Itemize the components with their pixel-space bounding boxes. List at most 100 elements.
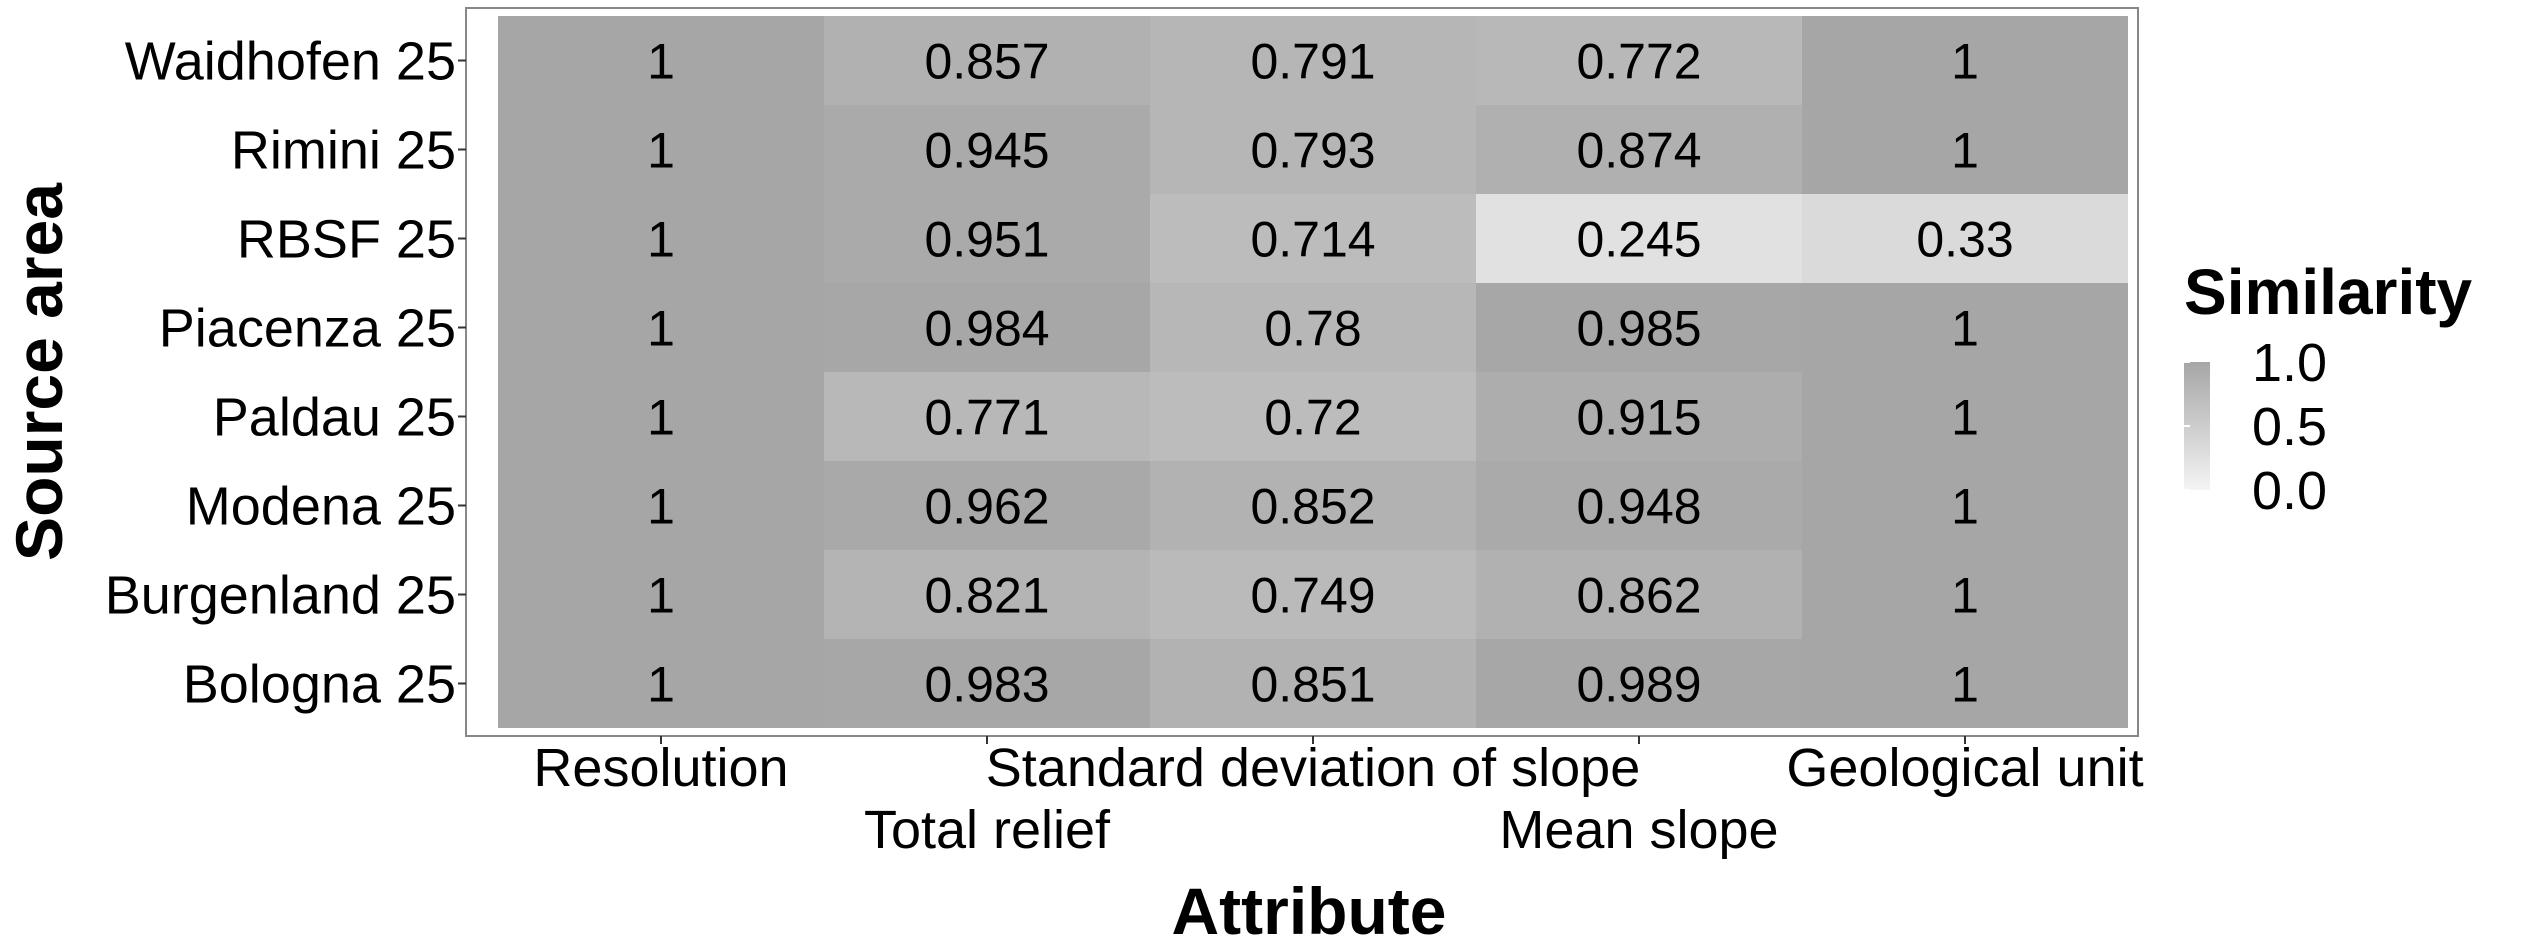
heatmap-cell bbox=[824, 550, 1150, 639]
cell-value-label: 0.245 bbox=[1576, 212, 1701, 268]
y-tick-label: Paldau 25 bbox=[213, 388, 456, 448]
heatmap-cell bbox=[824, 639, 1150, 728]
cell-value-label: 0.33 bbox=[1916, 212, 2013, 268]
legend-ticks: 1.00.50.0 bbox=[2184, 333, 2327, 521]
cell-value-label: 1 bbox=[1951, 34, 1979, 90]
heatmap-cell bbox=[1476, 16, 1802, 105]
heatmap-cell bbox=[824, 16, 1150, 105]
cell-value-label: 0.951 bbox=[924, 212, 1049, 268]
y-tick-label: Burgenland 25 bbox=[105, 566, 456, 626]
x-axis-title: Attribute bbox=[1172, 874, 1447, 946]
cell-value-label: 0.771 bbox=[924, 390, 1049, 446]
cell-value-label: 1 bbox=[647, 34, 675, 90]
cell-value-label: 0.862 bbox=[1576, 568, 1701, 624]
cell-value-label: 0.985 bbox=[1576, 301, 1701, 357]
heatmap-cell bbox=[824, 105, 1150, 194]
heatmap-cells bbox=[498, 16, 2128, 728]
heatmap-cell bbox=[1150, 550, 1476, 639]
cell-value-label: 0.989 bbox=[1576, 657, 1701, 713]
cell-value-label: 1 bbox=[647, 479, 675, 535]
x-tick-label: Geological unit bbox=[1786, 738, 2143, 798]
cell-value-label: 1 bbox=[647, 301, 675, 357]
heatmap-cell bbox=[1150, 639, 1476, 728]
cell-value-label: 0.983 bbox=[924, 657, 1049, 713]
x-tick-label: Standard deviation of slope bbox=[986, 738, 1640, 798]
y-axis-ticks: Waidhofen 25 Rimini 25 RBSF 25 Piacenza 25 P… bbox=[105, 32, 466, 715]
heatmap-cell bbox=[1476, 550, 1802, 639]
cell-value-label: 0.874 bbox=[1576, 123, 1701, 179]
cell-value-label: 1 bbox=[647, 123, 675, 179]
heatmap-cell bbox=[498, 194, 824, 283]
cell-value-label: 1 bbox=[647, 568, 675, 624]
y-tick-label: Modena 25 bbox=[186, 477, 456, 537]
legend-tick-label: 0.0 bbox=[2252, 461, 2327, 521]
heatmap-cell bbox=[1802, 639, 2128, 728]
heatmap-cell bbox=[1802, 550, 2128, 639]
heatmap-cell bbox=[498, 16, 824, 105]
cell-value-label: 0.772 bbox=[1576, 34, 1701, 90]
heatmap-cell bbox=[824, 283, 1150, 372]
x-tick-label: Resolution bbox=[533, 738, 788, 798]
cell-value-label: 1 bbox=[1951, 568, 1979, 624]
heatmap-cell bbox=[1802, 372, 2128, 461]
heatmap-cell bbox=[1802, 461, 2128, 550]
heatmap-cell bbox=[498, 461, 824, 550]
cell-value-label: 1 bbox=[1951, 301, 1979, 357]
cell-value-label: 0.945 bbox=[924, 123, 1049, 179]
heatmap-cell bbox=[1476, 283, 1802, 372]
cell-value-label: 0.793 bbox=[1250, 123, 1375, 179]
heatmap-cell bbox=[1802, 194, 2128, 283]
cell-value-label: 0.962 bbox=[924, 479, 1049, 535]
cell-value-label: 0.78 bbox=[1264, 301, 1361, 357]
heatmap-cell bbox=[1150, 372, 1476, 461]
heatmap-cell bbox=[824, 194, 1150, 283]
heatmap-cell bbox=[1476, 105, 1802, 194]
legend: Similarity 1.00.50.0 bbox=[2184, 256, 2473, 521]
legend-title: Similarity bbox=[2184, 256, 2473, 328]
heatmap-cell bbox=[1476, 372, 1802, 461]
cell-value-label: 0.749 bbox=[1250, 568, 1375, 624]
cell-value-label: 1 bbox=[1951, 479, 1979, 535]
cell-value-label: 0.714 bbox=[1250, 212, 1375, 268]
heatmap-cell bbox=[1476, 639, 1802, 728]
cell-value-label: 0.851 bbox=[1250, 657, 1375, 713]
heatmap-cell bbox=[498, 639, 824, 728]
cell-value-label: 0.948 bbox=[1576, 479, 1701, 535]
heatmap-cell bbox=[1150, 194, 1476, 283]
cell-value-label: 1 bbox=[1951, 123, 1979, 179]
y-tick-label: RBSF 25 bbox=[237, 210, 456, 270]
y-tick-label: Rimini 25 bbox=[231, 121, 456, 181]
cell-value-label: 0.72 bbox=[1264, 390, 1361, 446]
cell-value-label: 1 bbox=[1951, 390, 1979, 446]
heatmap-cell-labels: 1 0.857 0.791 0.772 1 1 0.945 0.793 0.874 1 1 0.951… bbox=[647, 34, 2014, 713]
heatmap-cell bbox=[824, 372, 1150, 461]
heatmap-cell bbox=[1150, 283, 1476, 372]
heatmap-cell bbox=[498, 283, 824, 372]
heatmap-cell bbox=[1802, 16, 2128, 105]
cell-value-label: 0.852 bbox=[1250, 479, 1375, 535]
legend-tick-label: 1.0 bbox=[2252, 333, 2327, 393]
cell-value-label: 0.857 bbox=[924, 34, 1049, 90]
heatmap-cell bbox=[1150, 461, 1476, 550]
heatmap-cell bbox=[1150, 105, 1476, 194]
legend-tick-label: 0.5 bbox=[2252, 397, 2327, 457]
heatmap-cell bbox=[824, 461, 1150, 550]
cell-value-label: 0.821 bbox=[924, 568, 1049, 624]
cell-value-label: 1 bbox=[647, 657, 675, 713]
heatmap-cell bbox=[498, 550, 824, 639]
y-tick-label: Piacenza 25 bbox=[159, 299, 456, 359]
cell-value-label: 0.984 bbox=[924, 301, 1049, 357]
cell-value-label: 0.791 bbox=[1250, 34, 1375, 90]
cell-value-label: 1 bbox=[1951, 657, 1979, 713]
cell-value-label: 0.915 bbox=[1576, 390, 1701, 446]
heatmap-cell bbox=[498, 105, 824, 194]
y-axis-title: Source area bbox=[2, 182, 76, 561]
y-tick-label: Waidhofen 25 bbox=[125, 32, 456, 92]
cell-value-label: 1 bbox=[647, 212, 675, 268]
y-tick-label: Bologna 25 bbox=[183, 655, 456, 715]
heatmap-cell bbox=[1802, 105, 2128, 194]
x-tick-label: Mean slope bbox=[1499, 800, 1778, 860]
cell-value-label: 1 bbox=[647, 390, 675, 446]
